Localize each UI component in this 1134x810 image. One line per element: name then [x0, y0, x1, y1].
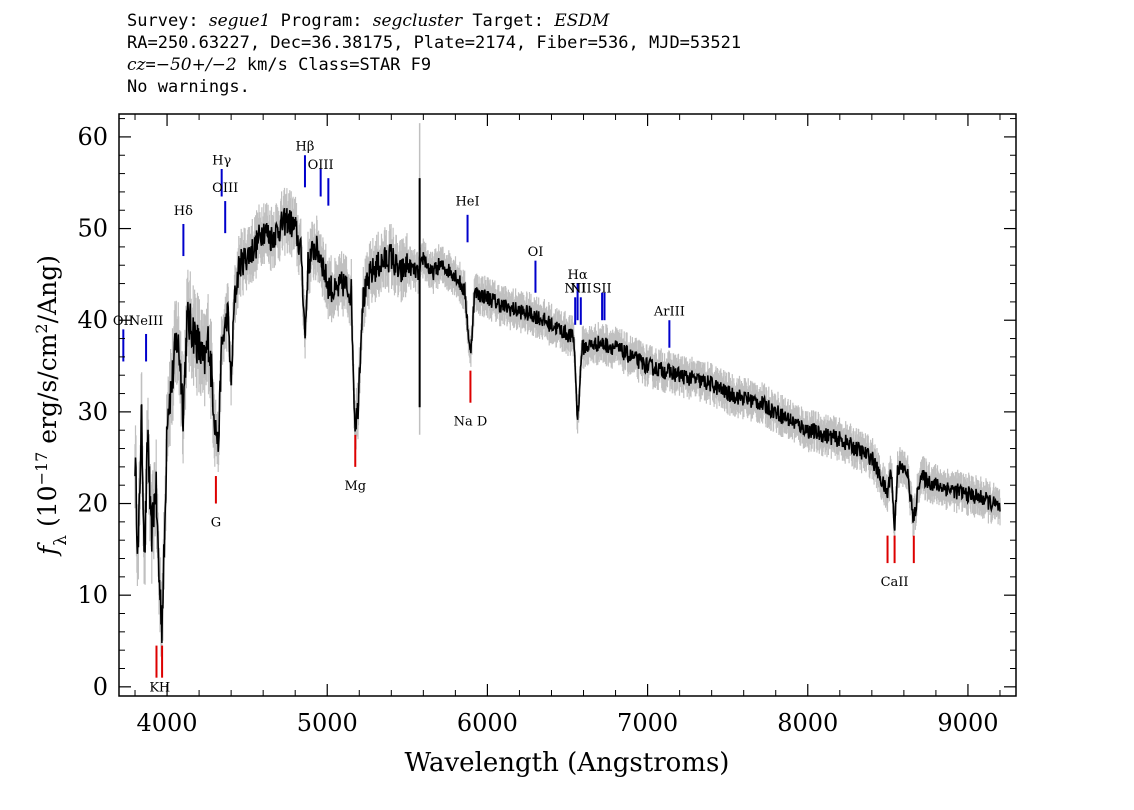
y-label-f: f — [33, 542, 62, 557]
absorption-line-label: Mg — [344, 479, 366, 494]
flux-line — [134, 207, 1001, 644]
absorption-line-label: Na D — [454, 415, 488, 430]
y-label-per-ang: /Ang) — [33, 255, 62, 323]
class-text: km/s Class=STAR F9 — [236, 55, 432, 75]
target-value: ESDM — [554, 11, 610, 31]
cz-equals: = — [145, 55, 156, 75]
y-tick-label: 30 — [77, 398, 108, 426]
x-tick-label: 8000 — [777, 709, 838, 737]
emission-line-label: Hα — [568, 268, 588, 283]
emission-line-label: HeI — [455, 195, 479, 210]
cz-label: cz — [127, 55, 146, 75]
x-tick-label: 7000 — [617, 709, 678, 737]
program-label: Program: — [270, 11, 373, 31]
header-line-warnings: No warnings. — [127, 77, 250, 97]
y-tick-label: 60 — [77, 123, 108, 151]
survey-value: segue1 — [208, 11, 271, 31]
y-label-squared: 2 — [32, 323, 51, 333]
x-tick-label: 9000 — [937, 709, 998, 737]
y-label-units: erg/s/cm — [33, 333, 62, 451]
emission-line-label: OIII — [212, 181, 238, 196]
emission-line-label: ArIII — [653, 305, 685, 320]
program-value: segcluster — [372, 11, 463, 31]
emission-line-label: Hβ — [296, 140, 315, 155]
y-label-ten: (10 — [33, 485, 62, 535]
emission-line-label: NeIII — [129, 314, 163, 329]
emission-line-label: SII — [593, 282, 612, 297]
axis-ticks: 4000 5000 6000 7000 8000 9000 0 10 20 30 40 50 60 — [77, 114, 1016, 737]
error-bars — [134, 187, 1001, 676]
y-tick-label: 0 — [93, 673, 108, 701]
absorption-line-label: H — [159, 680, 170, 695]
y-label-lambda: λ — [51, 535, 71, 546]
absorption-line-label: CaII — [881, 575, 909, 590]
y-tick-label: 20 — [77, 490, 108, 518]
x-tick-label: 5000 — [297, 709, 358, 737]
emission-line-label: Hδ — [174, 204, 193, 219]
y-tick-label: 40 — [77, 306, 108, 334]
y-label-exponent: −17 — [32, 452, 51, 486]
x-tick-label: 6000 — [457, 709, 518, 737]
cz-value: −50+/−2 — [155, 55, 237, 75]
y-tick-label: 10 — [77, 581, 108, 609]
header-line-survey: Survey: segue1 Program: segcluster Targe… — [127, 10, 1027, 32]
y-tick-label: 50 — [77, 215, 108, 243]
emission-line-label: OII — [113, 314, 134, 329]
emission-line-label: NII — [564, 282, 586, 297]
error-band — [134, 123, 1001, 676]
x-axis-label: Wavelength (Angstroms) — [405, 748, 730, 778]
absorption-line-label: G — [211, 515, 221, 530]
emission-line-label: OI — [528, 245, 544, 260]
emission-line-label: OIII — [308, 158, 334, 173]
survey-label: Survey: — [127, 11, 209, 31]
emission-line-label: Hγ — [212, 153, 231, 168]
x-tick-label: 4000 — [137, 709, 198, 737]
header-line-coords: RA=250.63227, Dec=36.38175, Plate=2174, … — [127, 33, 742, 53]
emission-line-label: NII — [570, 282, 592, 297]
y-axis-label: fλ (10−17 erg/s/cm2/Ang) — [32, 255, 72, 557]
target-label: Target: — [462, 11, 555, 31]
plot-frame — [118, 113, 1017, 697]
header-line-redshift: cz=−50+/−2 km/s Class=STAR F9 — [127, 54, 1027, 76]
absorption-line-label: K — [149, 680, 159, 695]
spectrum-header: Survey: segue1 Program: segcluster Targe… — [127, 10, 1027, 98]
flux-series — [134, 178, 1001, 644]
